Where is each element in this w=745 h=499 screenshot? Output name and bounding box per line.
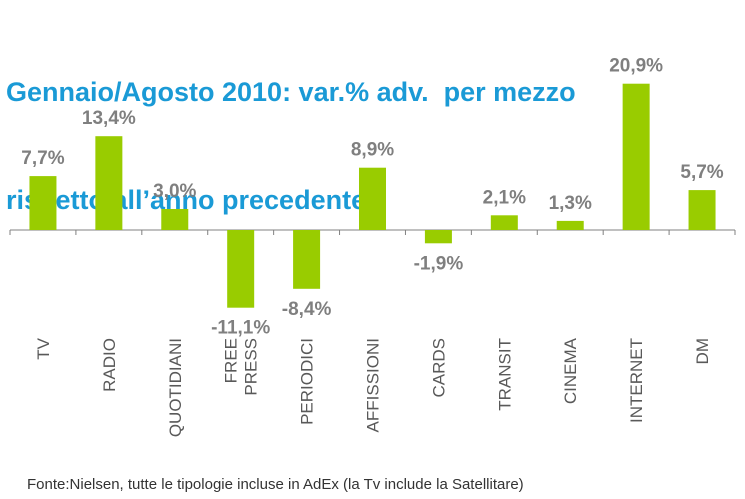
data-label: -11,1% xyxy=(211,318,270,339)
category-label: PERIODICI xyxy=(298,338,317,425)
data-label: -8,4% xyxy=(282,299,332,320)
bar xyxy=(556,220,584,230)
category-label-line: TV xyxy=(34,337,53,359)
data-label: 20,9% xyxy=(609,56,663,77)
category-label-line: CINEMA xyxy=(561,337,580,404)
bar xyxy=(359,167,386,230)
category-label: AFFISSIONI xyxy=(364,338,383,432)
bar xyxy=(424,230,452,244)
bar xyxy=(29,176,57,230)
source-note: Fonte:Nielsen, tutte le tipologie inclus… xyxy=(27,476,524,493)
data-label: 1,3% xyxy=(549,193,592,214)
data-label: 13,4% xyxy=(82,108,136,129)
category-label-line: TRANSIT xyxy=(495,338,514,411)
chart-title-line-1: Gennaio/Agosto 2010: var.% adv. per mezz… xyxy=(6,77,576,107)
category-label: TRANSIT xyxy=(495,338,514,411)
category-label-line: RADIO xyxy=(100,338,119,392)
category-label: CARDS xyxy=(429,338,448,398)
category-label: QUOTIDIANI xyxy=(166,338,185,437)
category-label: DM xyxy=(693,338,712,364)
bar xyxy=(161,209,189,230)
category-label: FREE PRESS xyxy=(222,338,261,396)
bar-chart: 7,7% TV 13,4% RADIO 3,0% QUOTIDIANI -11,1%FREE… xyxy=(9,56,736,437)
category-label-line: INTERNET xyxy=(627,338,646,423)
data-label: 7,7% xyxy=(21,148,64,169)
category-label-line: CARDS xyxy=(429,338,448,398)
data-label: 3,0% xyxy=(153,181,196,202)
bar xyxy=(293,230,321,289)
bar xyxy=(622,83,650,230)
category-label: TV xyxy=(34,337,53,359)
bar xyxy=(95,136,123,230)
data-label: 2,1% xyxy=(483,187,526,208)
data-label: 5,7% xyxy=(680,162,723,183)
bar xyxy=(227,230,255,308)
category-label: CINEMA xyxy=(561,337,580,404)
data-label: 8,9% xyxy=(351,140,394,161)
data-label: -1,9% xyxy=(414,253,464,274)
category-label-line: PERIODICI xyxy=(298,338,317,425)
category-label-line: FREE xyxy=(222,338,241,383)
category-label-line: DM xyxy=(693,338,712,364)
category-label-line: QUOTIDIANI xyxy=(166,338,185,437)
category-label: INTERNET xyxy=(627,338,646,423)
category-label: RADIO xyxy=(100,338,119,392)
bar xyxy=(688,190,716,230)
category-label-line: AFFISSIONI xyxy=(364,338,383,432)
category-label-line: PRESS xyxy=(242,338,261,396)
bar xyxy=(490,215,518,230)
